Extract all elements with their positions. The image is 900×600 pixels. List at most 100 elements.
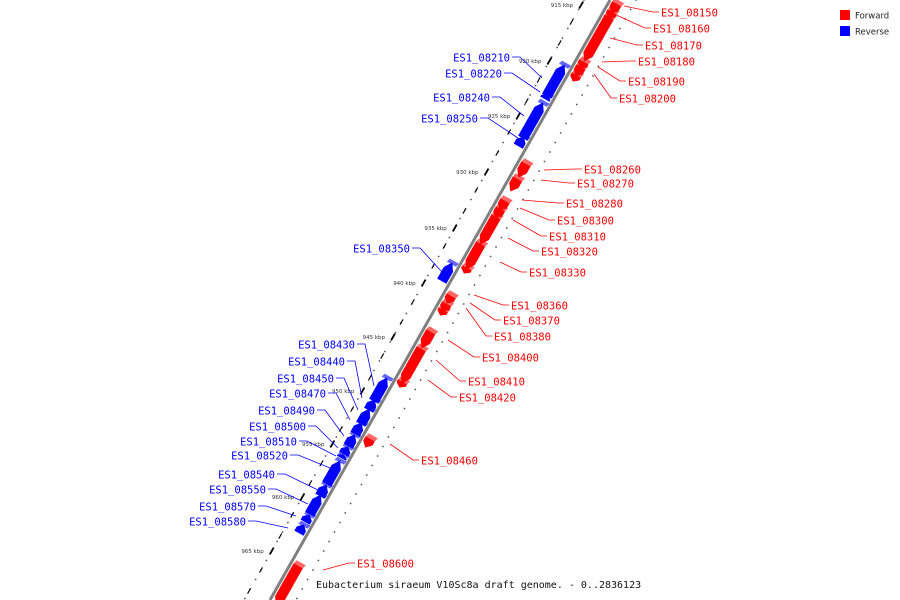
gene-ES1_08400 (420, 329, 436, 349)
gene-ES1_08320-facet (476, 238, 489, 247)
gene-label-ES1_08500: ES1_08500 (249, 422, 306, 434)
guide-dot (414, 388, 417, 391)
guide-dot (322, 550, 325, 552)
gene-labels: ES1_08150 ES1_08160 ES1_08170 ES1_08180 ES1_… (189, 8, 718, 571)
leader-ES1_08160 (613, 13, 651, 29)
gene-ES1_08460-facet (365, 433, 378, 442)
leader-ES1_08460 (389, 443, 419, 461)
legend-forward-label: Forward (855, 12, 889, 22)
guide-dot (448, 236, 451, 239)
guide-dot (383, 350, 386, 353)
guide-dot (545, 65, 548, 68)
guide-dot (548, 151, 551, 153)
leader-ES1_08200 (593, 73, 617, 99)
guide-dot (462, 303, 465, 305)
guide-dot (613, 37, 616, 39)
major-tick (515, 112, 522, 120)
leader-ES1_08440 (347, 360, 363, 399)
gene-label-ES1_08520: ES1_08520 (231, 451, 288, 463)
leader-ES1_08470 (328, 392, 351, 421)
gene-ES1_08260 (517, 161, 531, 178)
gene-ES1_08260-facet (521, 158, 534, 167)
gene-label-ES1_08450: ES1_08450 (277, 374, 334, 386)
guide-dot (344, 512, 347, 514)
gene-label-ES1_08410: ES1_08410 (468, 377, 525, 389)
leader-ES1_08250 (480, 117, 519, 139)
tick-label: 930 kbp (456, 170, 479, 176)
guide-dot (495, 246, 497, 248)
guide-dot (618, 27, 621, 30)
guide-dot (333, 531, 336, 533)
guide-dot (254, 578, 257, 581)
leader-ES1_08350 (412, 247, 443, 273)
guide-dot (338, 521, 341, 524)
gene-ES1_08520 (322, 460, 341, 487)
guide-dot (470, 198, 472, 201)
gene-label-ES1_08600: ES1_08600 (357, 559, 414, 571)
gene-ES1_08210-facet (559, 60, 572, 69)
guide-dot (419, 379, 422, 381)
tick-label: 940 kbp (393, 281, 416, 287)
gene-ES1_08220-facet (542, 90, 555, 99)
gene-ES1_08510-facet (338, 450, 351, 459)
gene-ES1_08200-facet (571, 69, 585, 78)
tick-label: 955 kbp (302, 442, 325, 448)
gene-label-ES1_08470: ES1_08470 (269, 389, 326, 401)
gene-ES1_08320 (465, 241, 486, 270)
gene-ES1_08170 (583, 14, 614, 62)
gene-ES1_08250-facet (518, 132, 531, 141)
major-tick (420, 279, 427, 287)
gene-label-ES1_08220: ES1_08220 (445, 69, 502, 81)
leader-ES1_08210 (512, 56, 543, 79)
guide-dot (317, 559, 320, 562)
guide-dot (356, 398, 359, 400)
tick-label: 950 kbp (332, 389, 355, 395)
gene-ES1_08490-facet (349, 430, 362, 439)
gene-label-ES1_08150: ES1_08150 (661, 8, 718, 20)
gene-ES1_08570-facet (304, 510, 317, 519)
legend-forward-swatch (840, 10, 850, 20)
guide-dot (583, 0, 585, 1)
gene-label-ES1_08580: ES1_08580 (189, 517, 246, 529)
gene-ES1_08240-facet (537, 98, 550, 107)
gene-ES1_08410 (400, 346, 426, 384)
leader-ES1_08270 (540, 179, 575, 184)
guide-dot (265, 559, 268, 562)
gene-ES1_08420 (396, 379, 408, 388)
leader-ES1_08410 (435, 359, 466, 382)
gene-label-ES1_08570: ES1_08570 (199, 502, 256, 514)
guide-dot (360, 483, 363, 486)
guide-dot (452, 322, 454, 324)
major-tick (329, 440, 336, 448)
gene-features (275, 0, 625, 600)
gene-ES1_08360-facet (446, 290, 459, 299)
guide-dot (392, 426, 395, 429)
guide-dot (480, 179, 483, 182)
leader-ES1_08280 (521, 199, 564, 204)
leader-ES1_08370 (469, 302, 501, 321)
guide-dot (575, 103, 578, 106)
guide-dot (500, 236, 503, 239)
guide-dot (484, 265, 487, 267)
gene-ES1_08600 (275, 563, 303, 600)
gene-ES1_08350 (437, 262, 453, 284)
gene-label-ES1_08200: ES1_08200 (619, 94, 676, 106)
guide-dot (376, 455, 379, 457)
leader-ES1_08380 (465, 307, 492, 337)
gene-label-ES1_08400: ES1_08400 (482, 353, 539, 365)
gene-ES1_08550 (305, 494, 322, 517)
legend-reverse-label: Reverse (855, 28, 889, 38)
tick-label: 915 kbp (551, 3, 574, 9)
gene-label-ES1_08510: ES1_08510 (240, 437, 297, 449)
gene-label-ES1_08260: ES1_08260 (584, 165, 641, 177)
guide-dot (276, 540, 279, 543)
gene-ES1_08400-facet (426, 326, 439, 335)
leader-ES1_08450 (336, 377, 359, 411)
guide-dot (295, 597, 298, 600)
guide-dot (527, 189, 530, 191)
gene-label-ES1_08160: ES1_08160 (653, 24, 710, 36)
gene-ES1_08500 (339, 446, 351, 457)
guide-dot (435, 350, 438, 353)
gene-label-ES1_08280: ES1_08280 (566, 199, 623, 211)
gene-label-ES1_08240: ES1_08240 (433, 93, 490, 105)
